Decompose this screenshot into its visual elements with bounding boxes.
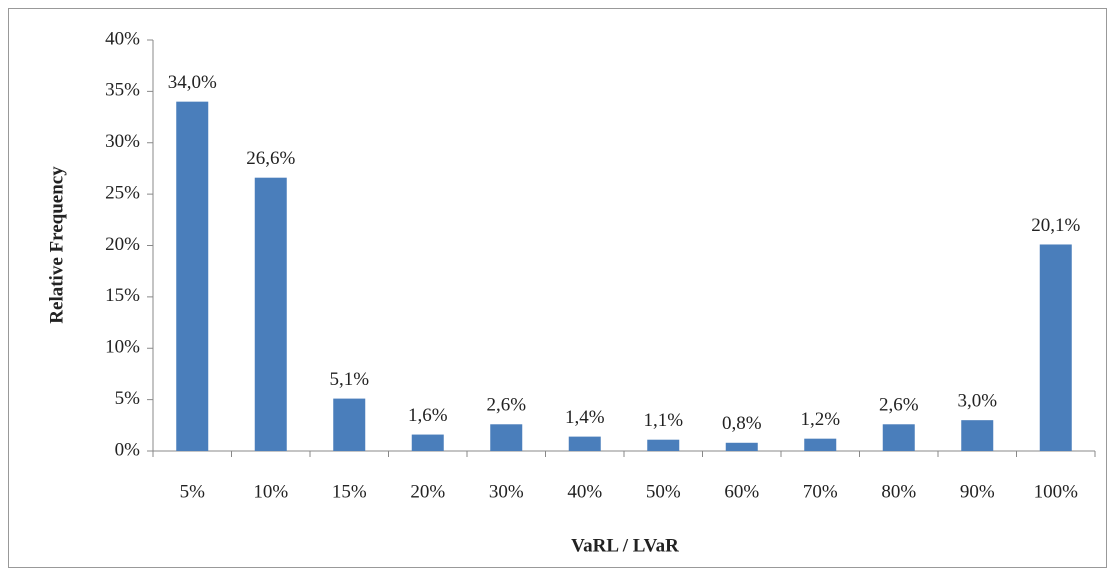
y-tick-label: 40%	[105, 28, 140, 49]
y-tick-label: 35%	[105, 80, 140, 101]
x-tick-label: 80%	[881, 481, 916, 502]
value-label: 0,8%	[722, 413, 762, 434]
x-tick-label: 20%	[410, 481, 445, 502]
bar	[961, 420, 994, 451]
bar	[333, 398, 366, 451]
y-tick-label: 10%	[105, 337, 140, 358]
y-tick-label: 20%	[105, 234, 140, 255]
bar	[254, 177, 287, 451]
y-tick-label: 0%	[115, 439, 141, 460]
x-tick-label: 5%	[180, 481, 206, 502]
x-tick-label: 50%	[646, 481, 681, 502]
bar	[1039, 244, 1072, 451]
bar	[568, 436, 601, 451]
x-tick-label: 10%	[253, 481, 288, 502]
x-tick-label: 100%	[1034, 481, 1079, 502]
value-label: 26,6%	[246, 148, 295, 169]
value-label: 3,0%	[957, 391, 997, 412]
x-axis-label: VaRL / LVaR	[571, 535, 679, 556]
bar	[647, 439, 680, 451]
value-label: 5,1%	[329, 369, 369, 390]
y-tick-label: 5%	[115, 388, 141, 409]
y-tick-label: 15%	[105, 285, 140, 306]
x-tick-label: 60%	[724, 481, 759, 502]
x-tick-label: 90%	[960, 481, 995, 502]
x-tick-label: 70%	[803, 481, 838, 502]
bar	[176, 101, 209, 452]
value-label: 1,2%	[800, 409, 840, 430]
bar	[882, 424, 915, 451]
y-tick-label: 25%	[105, 182, 140, 203]
bar	[725, 442, 758, 451]
x-tick-label: 40%	[567, 481, 602, 502]
bar	[411, 434, 444, 451]
value-label: 1,1%	[643, 410, 683, 431]
bar	[490, 424, 523, 451]
bar	[804, 438, 837, 451]
value-label: 20,1%	[1031, 215, 1080, 236]
x-tick-label: 15%	[332, 481, 367, 502]
value-label: 34,0%	[168, 72, 217, 93]
value-label: 1,6%	[408, 405, 448, 426]
y-axis-label: Relative Frequency	[46, 166, 67, 324]
value-label: 1,4%	[565, 407, 605, 428]
value-label: 2,6%	[879, 395, 919, 416]
x-tick-label: 30%	[489, 481, 524, 502]
value-label: 2,6%	[486, 395, 526, 416]
y-tick-label: 30%	[105, 131, 140, 152]
